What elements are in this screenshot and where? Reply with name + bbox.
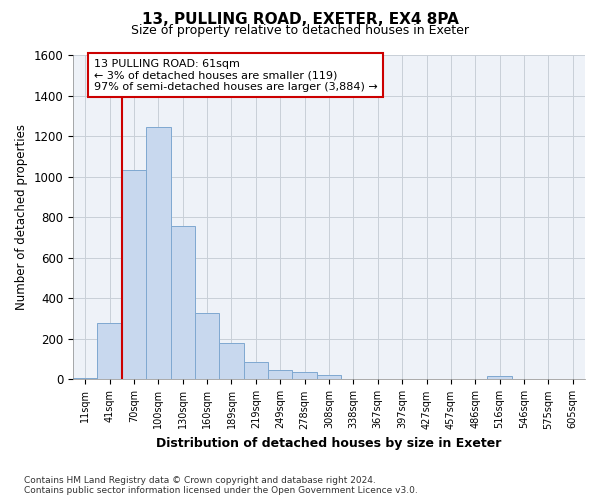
Bar [220,343,244,380]
Bar [195,312,220,380]
Bar [244,362,268,380]
Text: 13, PULLING ROAD, EXETER, EX4 8PA: 13, PULLING ROAD, EXETER, EX4 8PA [142,12,458,28]
Bar [73,378,97,380]
Bar [122,170,146,380]
Text: 13 PULLING ROAD: 61sqm
← 3% of detached houses are smaller (119)
97% of semi-det: 13 PULLING ROAD: 61sqm ← 3% of detached … [94,58,377,92]
Y-axis label: Number of detached properties: Number of detached properties [15,124,28,310]
Text: Size of property relative to detached houses in Exeter: Size of property relative to detached ho… [131,24,469,37]
Bar [268,370,292,380]
Bar [317,376,341,380]
Bar [487,376,512,380]
Bar [292,372,317,380]
X-axis label: Distribution of detached houses by size in Exeter: Distribution of detached houses by size … [157,437,502,450]
Bar [146,127,170,380]
Bar [170,226,195,380]
Bar [97,322,122,380]
Text: Contains HM Land Registry data © Crown copyright and database right 2024.
Contai: Contains HM Land Registry data © Crown c… [24,476,418,495]
